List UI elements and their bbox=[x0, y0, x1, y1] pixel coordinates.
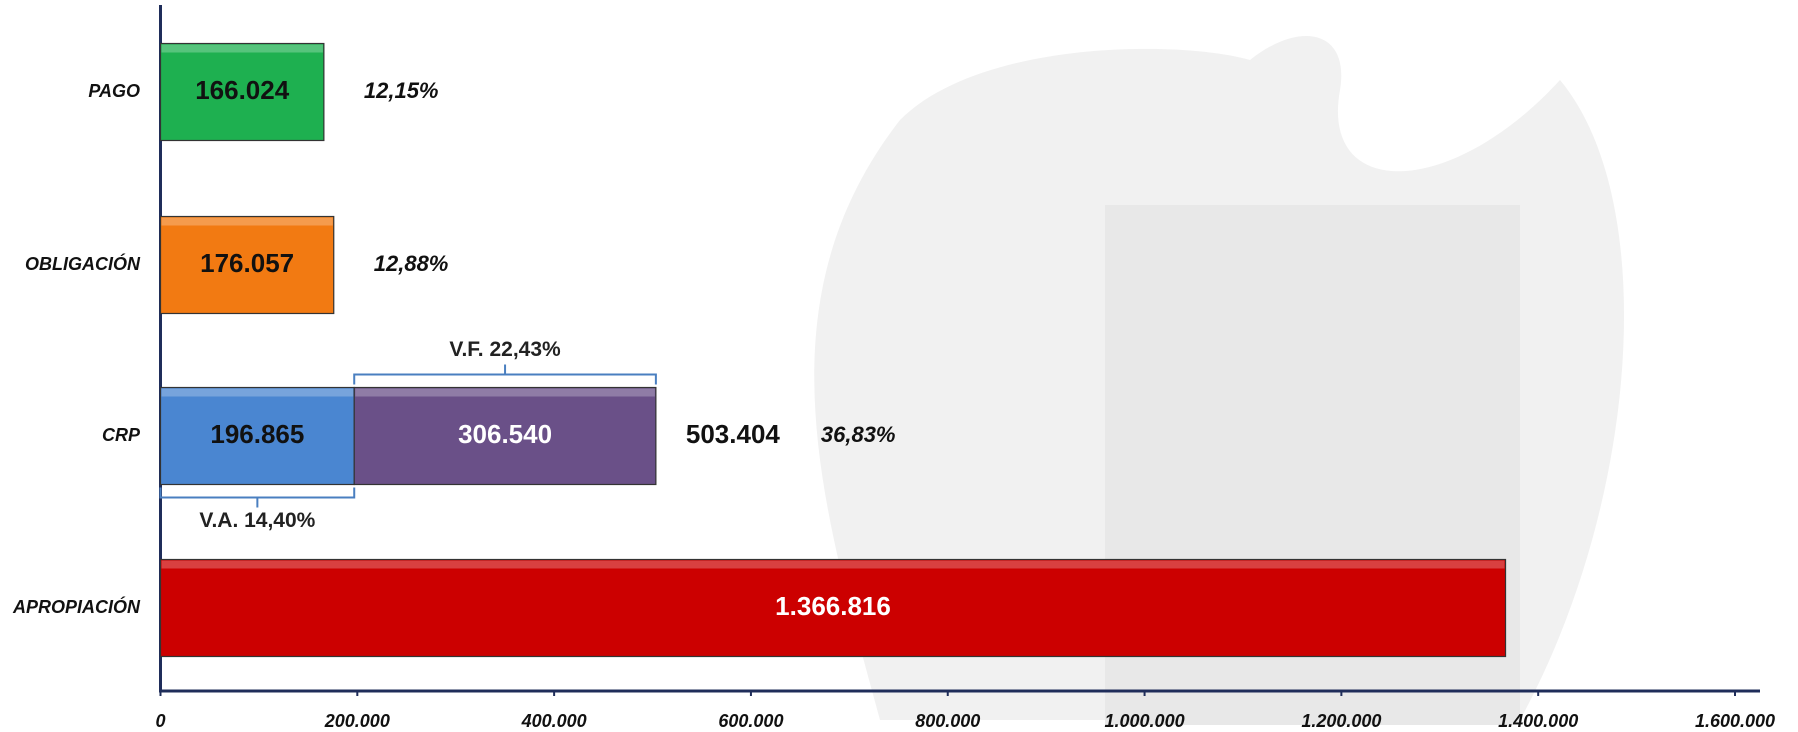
percent-label: 12,15% bbox=[364, 78, 439, 103]
value-label: 196.865 bbox=[210, 419, 304, 449]
value-label: 176.057 bbox=[200, 248, 294, 278]
value-label: 306.540 bbox=[458, 419, 552, 449]
category-label: PAGO bbox=[88, 81, 140, 101]
x-tick-label: 200.000 bbox=[324, 711, 390, 731]
bar bbox=[159, 558, 1507, 658]
x-tick-label: 1.200.000 bbox=[1301, 711, 1381, 731]
bar bbox=[159, 215, 335, 315]
bracket bbox=[353, 364, 657, 385]
x-tick-label: 1.000.000 bbox=[1105, 711, 1185, 731]
percent-label: 12,88% bbox=[374, 251, 449, 276]
x-tick-label: 400.000 bbox=[521, 711, 587, 731]
category-label: OBLIGACIÓN bbox=[25, 253, 141, 274]
bar bbox=[159, 386, 355, 486]
category-label: CRP bbox=[102, 425, 141, 445]
total-label: 503.404 bbox=[686, 419, 781, 449]
x-tick-label: 0 bbox=[155, 711, 165, 731]
x-tick-label: 800.000 bbox=[915, 711, 980, 731]
value-label: 1.366.816 bbox=[775, 591, 891, 621]
x-tick-label: 1.600.000 bbox=[1695, 711, 1775, 731]
bar-shine bbox=[161, 44, 323, 53]
bracket-label: V.F. 22,43% bbox=[449, 338, 561, 361]
bar-shine bbox=[161, 217, 333, 226]
percent-label: 36,83% bbox=[821, 422, 896, 447]
x-tick-label: 1.400.000 bbox=[1498, 711, 1578, 731]
category-label: APROPIACIÓN bbox=[12, 596, 141, 617]
bar-shine bbox=[161, 560, 1505, 569]
bar bbox=[159, 42, 325, 142]
bracket bbox=[159, 487, 356, 508]
bracket-label: V.A. 14,40% bbox=[199, 509, 315, 532]
value-label: 166.024 bbox=[195, 75, 290, 105]
bar bbox=[353, 386, 657, 486]
bar-shine bbox=[161, 388, 354, 397]
x-tick-label: 600.000 bbox=[718, 711, 783, 731]
bar-shine bbox=[355, 388, 655, 397]
